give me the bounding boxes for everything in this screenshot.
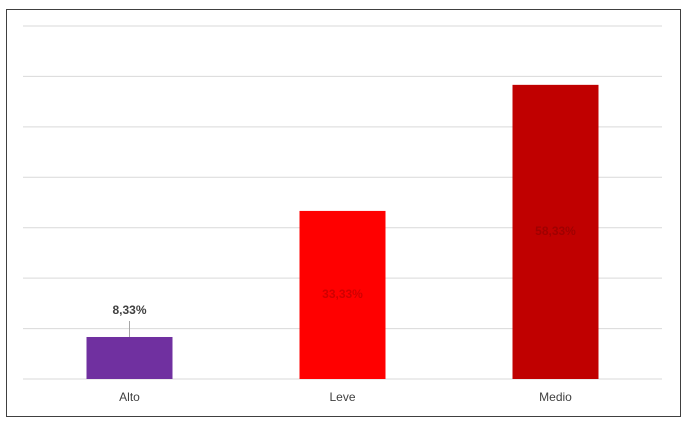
- data-label: 58,33%: [535, 224, 576, 238]
- x-tick-label: Alto: [119, 390, 140, 404]
- x-tick-label: Leve: [329, 390, 355, 404]
- bar: [512, 84, 599, 379]
- data-label: 33,33%: [322, 287, 363, 301]
- x-tick-label: Medio: [539, 390, 572, 404]
- bar: [86, 336, 173, 379]
- data-label: 8,33%: [112, 303, 146, 317]
- bar: [299, 210, 386, 379]
